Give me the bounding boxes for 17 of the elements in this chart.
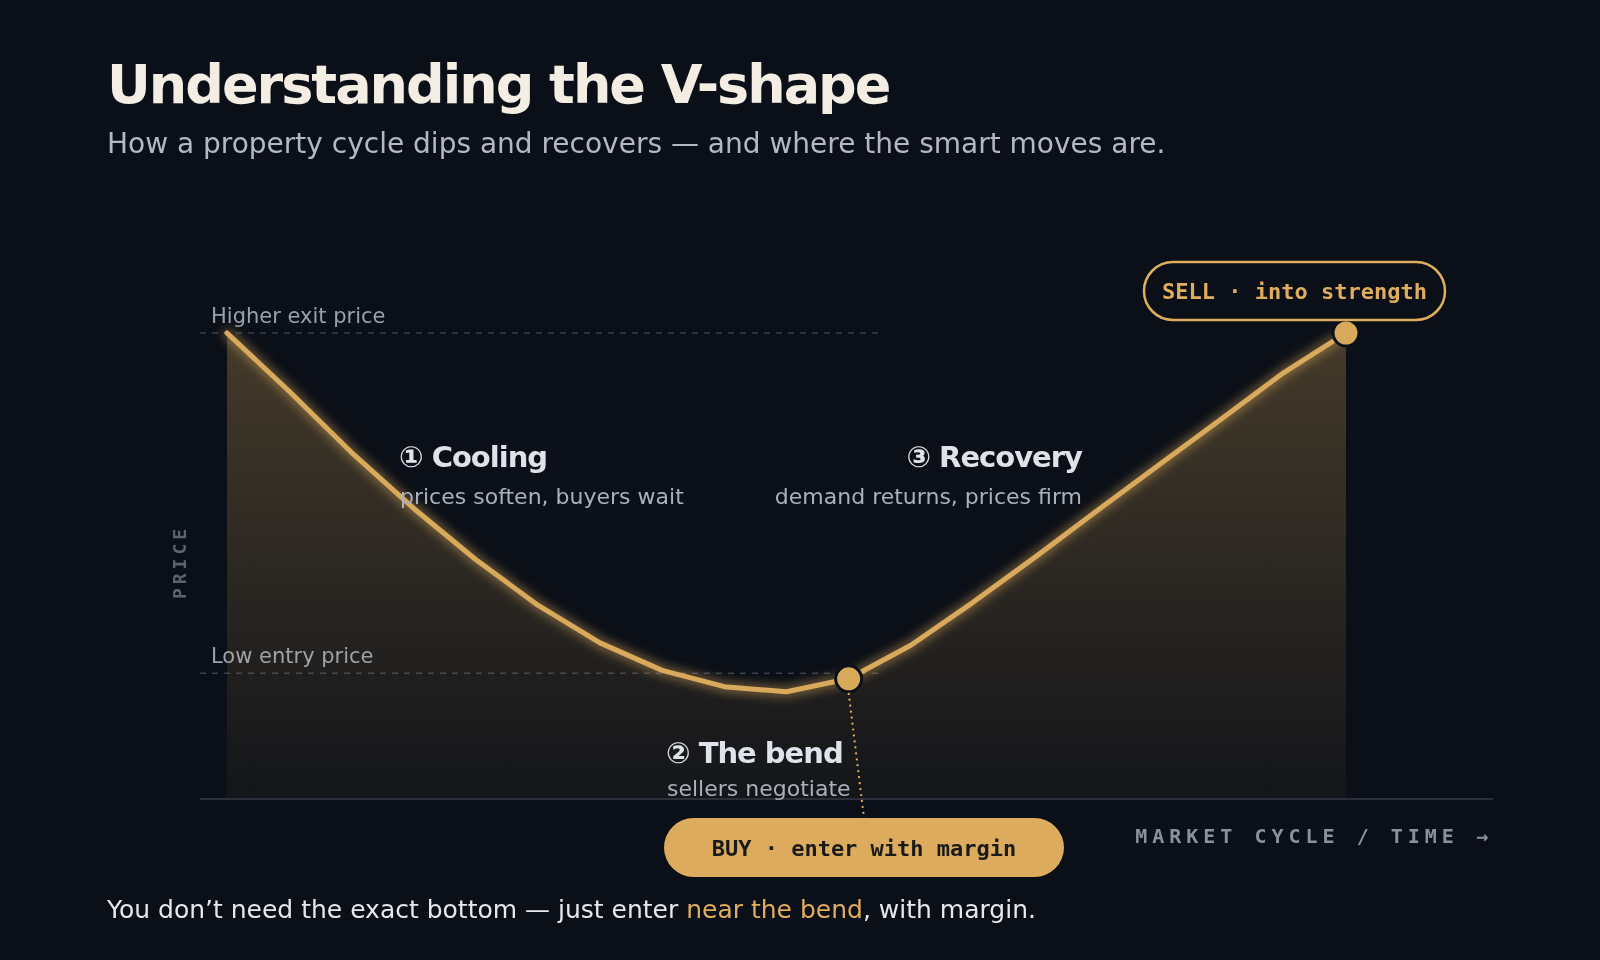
chart-title: Understanding the V-shape: [107, 53, 890, 116]
annotation: ① Cooling: [399, 440, 548, 474]
annotation: ③ Recovery: [906, 440, 1084, 474]
text: You don’t need the exact bottom — just enter: [106, 895, 687, 924]
text: SELL · into strength: [1162, 279, 1427, 304]
x-axis-title: MARKET CYCLE / TIME →: [1135, 824, 1493, 848]
text: near the bend: [686, 895, 863, 924]
text: , with margin.: [862, 895, 1036, 924]
chart-subtitle: How a property cycle dips and recovers — and where the smart moves are.: [107, 127, 1166, 160]
annotation: demand returns, prices firm: [774, 484, 1082, 509]
annotation: prices soften, buyers wait: [400, 484, 685, 509]
ref-line-label: Higher exit price: [211, 304, 386, 328]
annotation: sellers negotiate: [667, 776, 851, 801]
ref-line-label: Low entry price: [211, 644, 374, 669]
y-axis-title: PRICE: [169, 524, 190, 600]
text: BUY · enter with margin: [711, 836, 1017, 861]
annotation: ② The bend: [666, 736, 843, 770]
